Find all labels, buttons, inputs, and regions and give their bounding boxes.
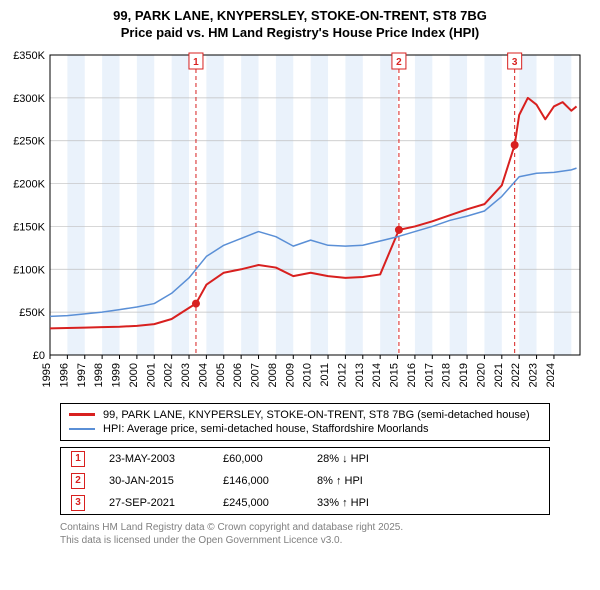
event-date: 23-MAY-2003: [109, 453, 199, 465]
chart-plot: £0 £50K £100K £150K £200K £250K £300K £350K 1995…: [10, 50, 590, 395]
attribution-line-1: Contains HM Land Registry data © Crown c…: [60, 521, 590, 534]
svg-text:2001: 2001: [145, 363, 157, 387]
legend-swatch-price: [69, 413, 95, 416]
event-marker-icon: 2: [71, 473, 85, 489]
svg-text:£0: £0: [33, 350, 45, 362]
svg-text:2000: 2000: [128, 363, 140, 387]
svg-text:2024: 2024: [545, 363, 557, 387]
event-delta: 8% ↑ HPI: [317, 475, 363, 487]
svg-text:2007: 2007: [250, 363, 262, 387]
svg-text:2014: 2014: [371, 363, 383, 387]
svg-text:2009: 2009: [284, 363, 296, 387]
events-table: 1 23-MAY-2003 £60,000 28% ↓ HPI 2 30-JAN-2015…: [60, 447, 550, 515]
legend-row-hpi: HPI: Average price, semi-detached house,…: [69, 422, 541, 436]
attribution-line-2: This data is licensed under the Open Gov…: [60, 534, 590, 547]
svg-text:£250K: £250K: [13, 135, 45, 147]
svg-text:£100K: £100K: [13, 264, 45, 276]
svg-text:2021: 2021: [493, 363, 505, 387]
title-line-1: 99, PARK LANE, KNYPERSLEY, STOKE-ON-TREN…: [10, 8, 590, 25]
svg-text:3: 3: [512, 57, 518, 68]
svg-text:2012: 2012: [336, 363, 348, 387]
event-row: 3 27-SEP-2021 £245,000 33% ↑ HPI: [61, 492, 549, 514]
event-delta: 28% ↓ HPI: [317, 453, 369, 465]
event-date: 27-SEP-2021: [109, 497, 199, 509]
svg-text:1996: 1996: [58, 363, 70, 387]
event-price: £245,000: [223, 497, 293, 509]
svg-text:1997: 1997: [76, 363, 88, 387]
event-delta: 33% ↑ HPI: [317, 497, 369, 509]
svg-text:£300K: £300K: [13, 93, 45, 105]
svg-text:1999: 1999: [111, 363, 123, 387]
svg-text:2017: 2017: [423, 363, 435, 387]
legend-label-price: 99, PARK LANE, KNYPERSLEY, STOKE-ON-TREN…: [103, 409, 530, 421]
svg-text:1: 1: [193, 57, 199, 68]
event-row: 1 23-MAY-2003 £60,000 28% ↓ HPI: [61, 448, 549, 470]
svg-text:2015: 2015: [389, 363, 401, 387]
svg-text:2: 2: [396, 57, 402, 68]
event-date: 30-JAN-2015: [109, 475, 199, 487]
svg-text:2006: 2006: [232, 363, 244, 387]
svg-text:2022: 2022: [510, 363, 522, 387]
title-line-2: Price paid vs. HM Land Registry's House …: [10, 25, 590, 42]
svg-text:£150K: £150K: [13, 221, 45, 233]
svg-text:2002: 2002: [163, 363, 175, 387]
svg-text:£50K: £50K: [19, 307, 45, 319]
svg-text:2020: 2020: [475, 363, 487, 387]
svg-text:2010: 2010: [302, 363, 314, 387]
event-marker-icon: 1: [71, 451, 85, 467]
svg-text:£350K: £350K: [13, 50, 45, 62]
chart-title: 99, PARK LANE, KNYPERSLEY, STOKE-ON-TREN…: [10, 8, 590, 42]
svg-text:2018: 2018: [441, 363, 453, 387]
legend-row-price: 99, PARK LANE, KNYPERSLEY, STOKE-ON-TREN…: [69, 408, 541, 422]
svg-text:2004: 2004: [197, 363, 209, 387]
event-row: 2 30-JAN-2015 £146,000 8% ↑ HPI: [61, 470, 549, 492]
legend-label-hpi: HPI: Average price, semi-detached house,…: [103, 423, 429, 435]
svg-text:2023: 2023: [528, 363, 540, 387]
svg-text:1998: 1998: [93, 363, 105, 387]
legend-swatch-hpi: [69, 428, 95, 430]
svg-text:2013: 2013: [354, 363, 366, 387]
svg-text:2003: 2003: [180, 363, 192, 387]
event-marker-icon: 3: [71, 495, 85, 511]
svg-text:2008: 2008: [267, 363, 279, 387]
chart-container: 99, PARK LANE, KNYPERSLEY, STOKE-ON-TREN…: [0, 0, 600, 590]
event-price: £60,000: [223, 453, 293, 465]
event-price: £146,000: [223, 475, 293, 487]
legend: 99, PARK LANE, KNYPERSLEY, STOKE-ON-TREN…: [60, 403, 550, 441]
svg-text:2011: 2011: [319, 363, 331, 387]
attribution: Contains HM Land Registry data © Crown c…: [60, 521, 590, 547]
svg-text:2005: 2005: [215, 363, 227, 387]
svg-text:£200K: £200K: [13, 178, 45, 190]
svg-text:2016: 2016: [406, 363, 418, 387]
svg-text:2019: 2019: [458, 363, 470, 387]
chart-svg: £0 £50K £100K £150K £200K £250K £300K £350K 1995…: [10, 50, 600, 390]
svg-text:1995: 1995: [41, 363, 53, 387]
